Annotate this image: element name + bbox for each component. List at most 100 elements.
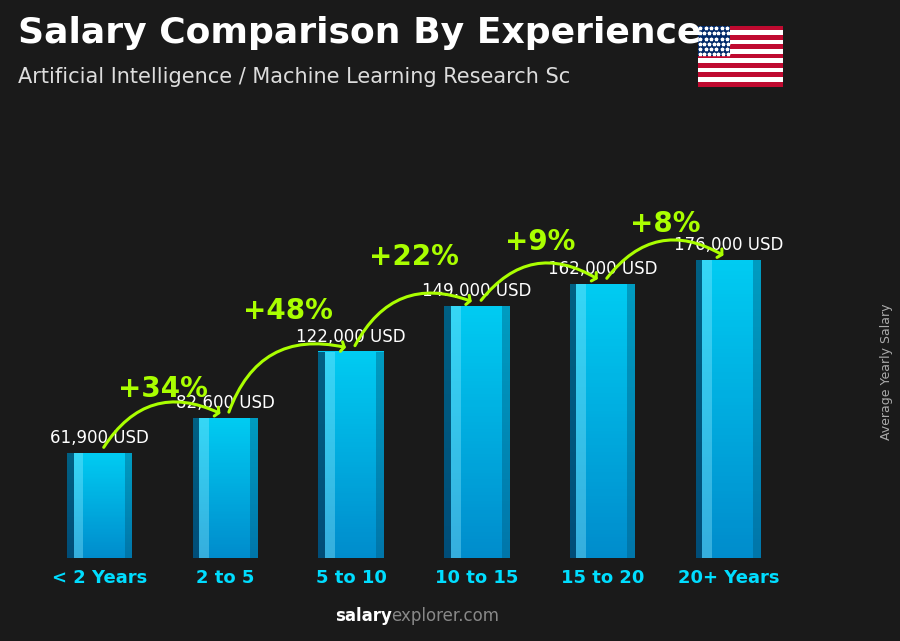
Bar xyxy=(67,547,132,549)
Bar xyxy=(319,359,383,362)
Text: 149,000 USD: 149,000 USD xyxy=(422,282,532,300)
Bar xyxy=(67,544,132,545)
Bar xyxy=(319,467,383,470)
Bar xyxy=(67,497,132,499)
Bar xyxy=(193,533,258,535)
Bar xyxy=(319,457,383,460)
Bar xyxy=(696,424,761,428)
Bar xyxy=(570,301,635,304)
Bar xyxy=(445,403,509,406)
Bar xyxy=(193,512,258,514)
Bar xyxy=(445,334,509,337)
Bar xyxy=(445,451,509,454)
Text: Artificial Intelligence / Machine Learning Research Sc: Artificial Intelligence / Machine Learni… xyxy=(18,67,571,87)
Text: 61,900 USD: 61,900 USD xyxy=(50,429,149,447)
Bar xyxy=(696,428,761,431)
Bar xyxy=(696,420,761,424)
Bar xyxy=(702,260,712,558)
Bar xyxy=(193,460,258,462)
Bar xyxy=(67,490,132,491)
Bar xyxy=(319,411,383,413)
Bar xyxy=(445,479,509,482)
Bar xyxy=(696,397,761,401)
Bar xyxy=(319,449,383,452)
Bar xyxy=(74,453,84,558)
Bar xyxy=(319,485,383,488)
Bar xyxy=(319,475,383,478)
Bar xyxy=(193,497,258,498)
Bar xyxy=(319,372,383,375)
Bar xyxy=(445,306,509,309)
Bar xyxy=(696,476,761,479)
Bar xyxy=(319,431,383,434)
Bar xyxy=(445,413,509,416)
Bar xyxy=(445,498,509,501)
Bar xyxy=(445,472,509,476)
Bar xyxy=(570,417,635,420)
Bar xyxy=(319,442,383,444)
Bar xyxy=(319,383,383,385)
Bar xyxy=(67,466,132,467)
Bar xyxy=(193,462,258,463)
Bar xyxy=(570,472,635,476)
Bar xyxy=(319,356,383,359)
Bar xyxy=(696,372,761,376)
Bar xyxy=(445,488,509,492)
Bar xyxy=(570,428,635,431)
Bar xyxy=(696,297,761,301)
Bar xyxy=(696,360,761,364)
Bar xyxy=(698,40,783,44)
Bar xyxy=(570,513,635,517)
Bar xyxy=(698,77,783,82)
Bar xyxy=(696,453,761,457)
Bar xyxy=(696,494,761,498)
Bar xyxy=(319,509,383,512)
Bar xyxy=(193,469,258,470)
Bar xyxy=(696,550,761,554)
Bar xyxy=(570,304,635,308)
Bar xyxy=(445,554,509,558)
Bar xyxy=(570,376,635,379)
Bar xyxy=(319,421,383,424)
Bar xyxy=(319,444,383,447)
Bar xyxy=(696,438,761,442)
Bar xyxy=(319,480,383,483)
Bar xyxy=(445,438,509,441)
Bar xyxy=(445,520,509,523)
Bar xyxy=(445,454,509,457)
Bar xyxy=(696,416,761,420)
Bar xyxy=(67,554,132,555)
Bar xyxy=(445,315,509,319)
Bar xyxy=(319,416,383,419)
Bar xyxy=(193,434,258,435)
Bar xyxy=(570,476,635,479)
Bar xyxy=(319,519,383,522)
Bar xyxy=(445,517,509,520)
Bar xyxy=(696,409,761,413)
Bar xyxy=(445,362,509,365)
Bar xyxy=(570,448,635,452)
Bar xyxy=(698,54,783,58)
Bar xyxy=(67,540,132,542)
Bar xyxy=(193,498,258,500)
Bar xyxy=(193,529,258,531)
Bar xyxy=(67,501,132,503)
Bar xyxy=(445,457,509,460)
Bar xyxy=(319,388,383,390)
Bar xyxy=(570,458,635,462)
Bar xyxy=(319,413,383,416)
Bar xyxy=(319,535,383,537)
Bar xyxy=(193,554,258,556)
Bar xyxy=(319,501,383,504)
Bar xyxy=(319,367,383,370)
Bar xyxy=(570,387,635,390)
Bar xyxy=(696,286,761,290)
Bar xyxy=(445,416,509,419)
Bar xyxy=(193,553,258,554)
Bar xyxy=(319,506,383,509)
Bar xyxy=(319,426,383,429)
Bar xyxy=(193,427,258,429)
Bar xyxy=(570,315,635,318)
Bar xyxy=(445,372,509,375)
Bar xyxy=(445,526,509,529)
